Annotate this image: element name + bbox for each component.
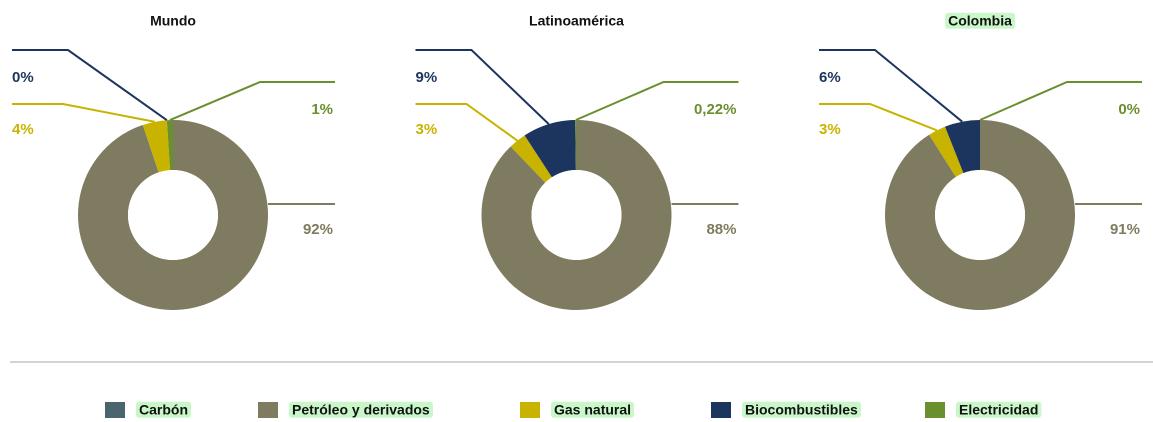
highlight [742, 401, 862, 418]
leader-line [415, 103, 518, 142]
data-label: 91% [1110, 221, 1140, 238]
data-label: 1% [311, 101, 333, 118]
highlight [551, 401, 635, 418]
leader-line [819, 49, 963, 123]
slice [481, 120, 672, 310]
legend-label: Biocombustibles [745, 402, 858, 418]
legend-label: Electricidad [959, 402, 1038, 418]
data-label: 6% [819, 69, 841, 86]
leader-line [169, 81, 335, 121]
chart-title: Latinoamérica [529, 13, 624, 29]
slice [575, 120, 577, 171]
legend-swatch [711, 402, 731, 418]
legend-label: Carbón [139, 402, 188, 418]
leader-line [575, 81, 739, 121]
slice [885, 120, 1075, 311]
data-label: 3% [819, 121, 841, 138]
leader-line [12, 103, 155, 123]
legend-swatch [105, 402, 125, 418]
slice [166, 120, 173, 171]
slice [524, 120, 576, 178]
highlight [289, 401, 433, 418]
legend-swatch [520, 402, 540, 418]
highlight [136, 401, 191, 418]
donut-hole [531, 170, 622, 260]
leader-line [819, 103, 938, 132]
data-label: 4% [12, 121, 34, 138]
chart-title: Mundo [150, 13, 196, 29]
leader-line [979, 81, 1142, 121]
legend-label: Gas natural [554, 402, 631, 418]
leader-line [12, 49, 168, 122]
slice [945, 120, 980, 174]
legend-label: Petróleo y derivados [292, 402, 430, 418]
slice [510, 135, 552, 183]
data-label: 0,22% [694, 101, 737, 118]
leader-line [415, 49, 550, 125]
data-label: 0% [1118, 101, 1140, 118]
donut-hole [935, 170, 1025, 260]
data-label: 88% [706, 221, 736, 238]
chart-title: Colombia [948, 13, 1012, 29]
data-label: 92% [303, 221, 333, 238]
data-label: 3% [416, 121, 438, 138]
donut-hole [128, 170, 218, 260]
slice [77, 120, 268, 310]
legend-swatch [925, 402, 945, 418]
slice [142, 120, 171, 173]
highlight [945, 12, 1016, 29]
slice [929, 126, 964, 178]
highlight [956, 401, 1042, 418]
legend-swatch [258, 402, 278, 418]
data-label: 0% [12, 69, 34, 86]
data-label: 9% [416, 69, 438, 86]
